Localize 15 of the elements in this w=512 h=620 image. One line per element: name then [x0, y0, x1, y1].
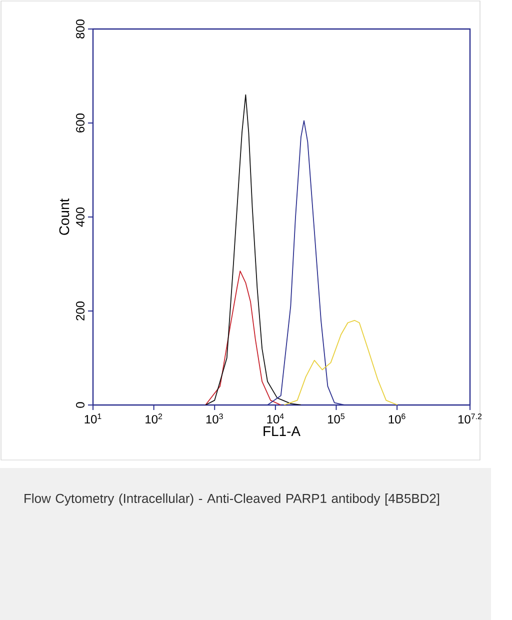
- text: Flow Cytometry (Intracellular) - Anti-Cleaved PARP1 antibody [4B5BD2]: [24, 494, 440, 506]
- x-tick-label: 10$^{5}$: [328, 414, 345, 424]
- x-tick-label: 10$^{7.2}$: [458, 414, 482, 424]
- x-axis-title: FL1-A: [264, 426, 300, 436]
- y-tick-label: 200: [76, 301, 84, 320]
- x-tick-label: 10$^{6}$: [388, 414, 406, 424]
- y-tick-label: 600: [76, 113, 84, 132]
- x-tick-label: 10$^{2}$: [146, 414, 162, 424]
- y-tick-label: 800: [76, 19, 84, 38]
- y-tick-label: 400: [76, 207, 84, 227]
- x-tick-label: 10$^{3}$: [206, 414, 223, 424]
- x-tick-label: 10$^{4}$: [267, 414, 284, 424]
- y-tick-label: 0: [76, 402, 84, 408]
- x-tick-label: 10$^{1}$: [84, 414, 102, 424]
- y-axis-title: Count: [59, 198, 70, 235]
